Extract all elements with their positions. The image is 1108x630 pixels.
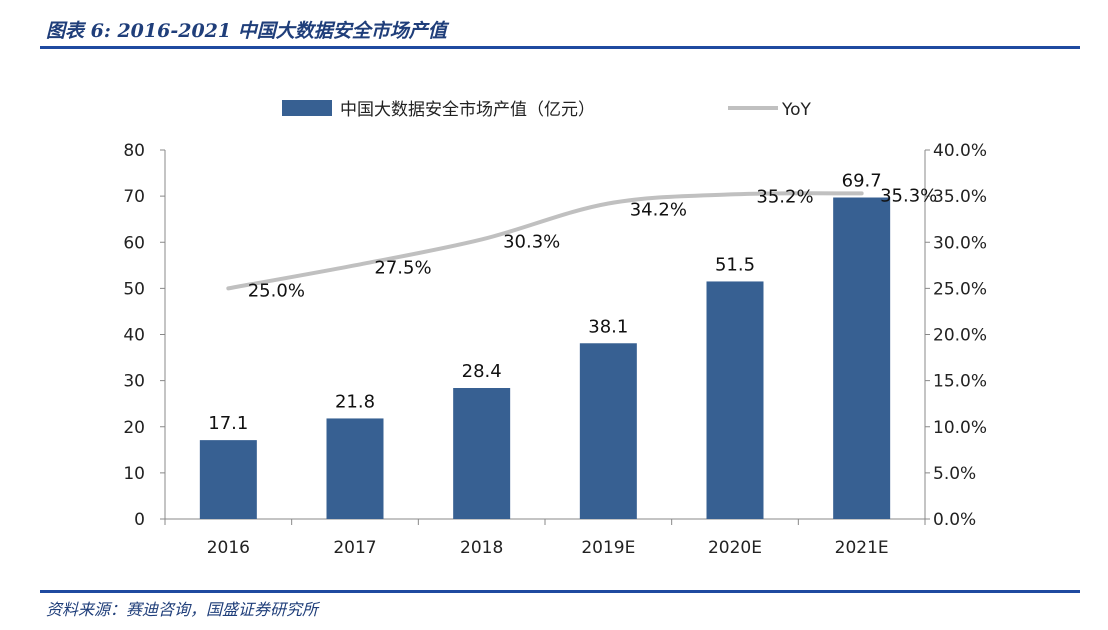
bar-value-label: 51.5 [715, 254, 755, 275]
bar-value-label: 28.4 [462, 361, 502, 382]
legend-bar-label: 中国大数据安全市场产值（亿元） [340, 100, 595, 120]
x-axis-tick-label: 2018 [460, 538, 503, 558]
axes: 0 10 20 30 40 50 60 70 80 0.0% 5.0% 10.0% 15.0% 20.0%… [123, 141, 987, 558]
bottom-divider [40, 590, 1080, 593]
bar-value-label: 21.8 [335, 391, 375, 412]
bar-value-label: 38.1 [588, 316, 628, 337]
yoy-value-label: 34.2% [630, 200, 687, 221]
bar-value-label: 69.7 [842, 171, 882, 192]
yoy-line-series [226, 191, 864, 291]
source-note: 资料来源：赛迪咨询，国盛证券研究所 [46, 600, 319, 619]
x-axis-tick-label: 2020E [708, 538, 762, 558]
bar [579, 343, 637, 519]
left-axis-tick-label: 80 [123, 141, 145, 161]
left-axis-tick-label: 20 [123, 418, 145, 438]
bar-value-label: 17.1 [208, 413, 248, 434]
right-axis-tick-label: 25.0% [933, 279, 987, 299]
bar [199, 440, 257, 519]
left-axis-tick-label: 0 [134, 510, 145, 530]
right-axis-tick-label: 35.0% [933, 187, 987, 207]
right-axis-tick-label: 15.0% [933, 372, 987, 392]
bar [833, 197, 891, 520]
x-axis-tick-label: 2016 [207, 538, 250, 558]
yoy-line [226, 191, 864, 291]
legend-line-label: YoY [781, 100, 812, 120]
legend: 中国大数据安全市场产值（亿元） YoY [282, 100, 812, 120]
bar [453, 388, 511, 519]
legend-bar-swatch [282, 100, 332, 116]
yoy-value-label: 35.2% [756, 186, 813, 207]
page-title: 图表 6: 2016-2021 中国大数据安全市场产值 [46, 20, 447, 42]
bars [199, 197, 891, 520]
left-axis-tick-label: 40 [123, 326, 145, 346]
right-axis-tick-label: 0.0% [933, 510, 976, 530]
x-axis-tick-label: 2021E [835, 538, 889, 558]
left-axis-tick-label: 50 [123, 279, 145, 299]
right-axis-tick-label: 30.0% [933, 233, 987, 253]
left-axis-tick-label: 60 [123, 233, 145, 253]
x-axis-tick-label: 2017 [333, 538, 376, 558]
chart: 中国大数据安全市场产值（亿元） YoY 0 10 20 30 40 50 60 70 80 0.0… [123, 100, 987, 558]
x-axis-tick-label: 2019E [581, 538, 635, 558]
data-labels: 17.1 21.8 28.4 38.1 51.5 69.7 25.0% 27.5% 30.3% 3… [208, 171, 937, 435]
left-axis-tick-label: 10 [123, 464, 145, 484]
bar [326, 418, 384, 519]
yoy-value-label: 27.5% [374, 257, 431, 278]
yoy-value-label: 25.0% [248, 280, 305, 301]
top-divider [40, 46, 1080, 49]
yoy-value-label: 35.3% [880, 185, 937, 206]
bar [706, 281, 764, 519]
right-axis-tick-label: 5.0% [933, 464, 976, 484]
left-axis-tick-label: 30 [123, 372, 145, 392]
right-axis-tick-label: 10.0% [933, 418, 987, 438]
left-axis-tick-label: 70 [123, 187, 145, 207]
yoy-value-label: 30.3% [503, 231, 560, 252]
right-axis-tick-label: 40.0% [933, 141, 987, 161]
right-axis-tick-label: 20.0% [933, 326, 987, 346]
